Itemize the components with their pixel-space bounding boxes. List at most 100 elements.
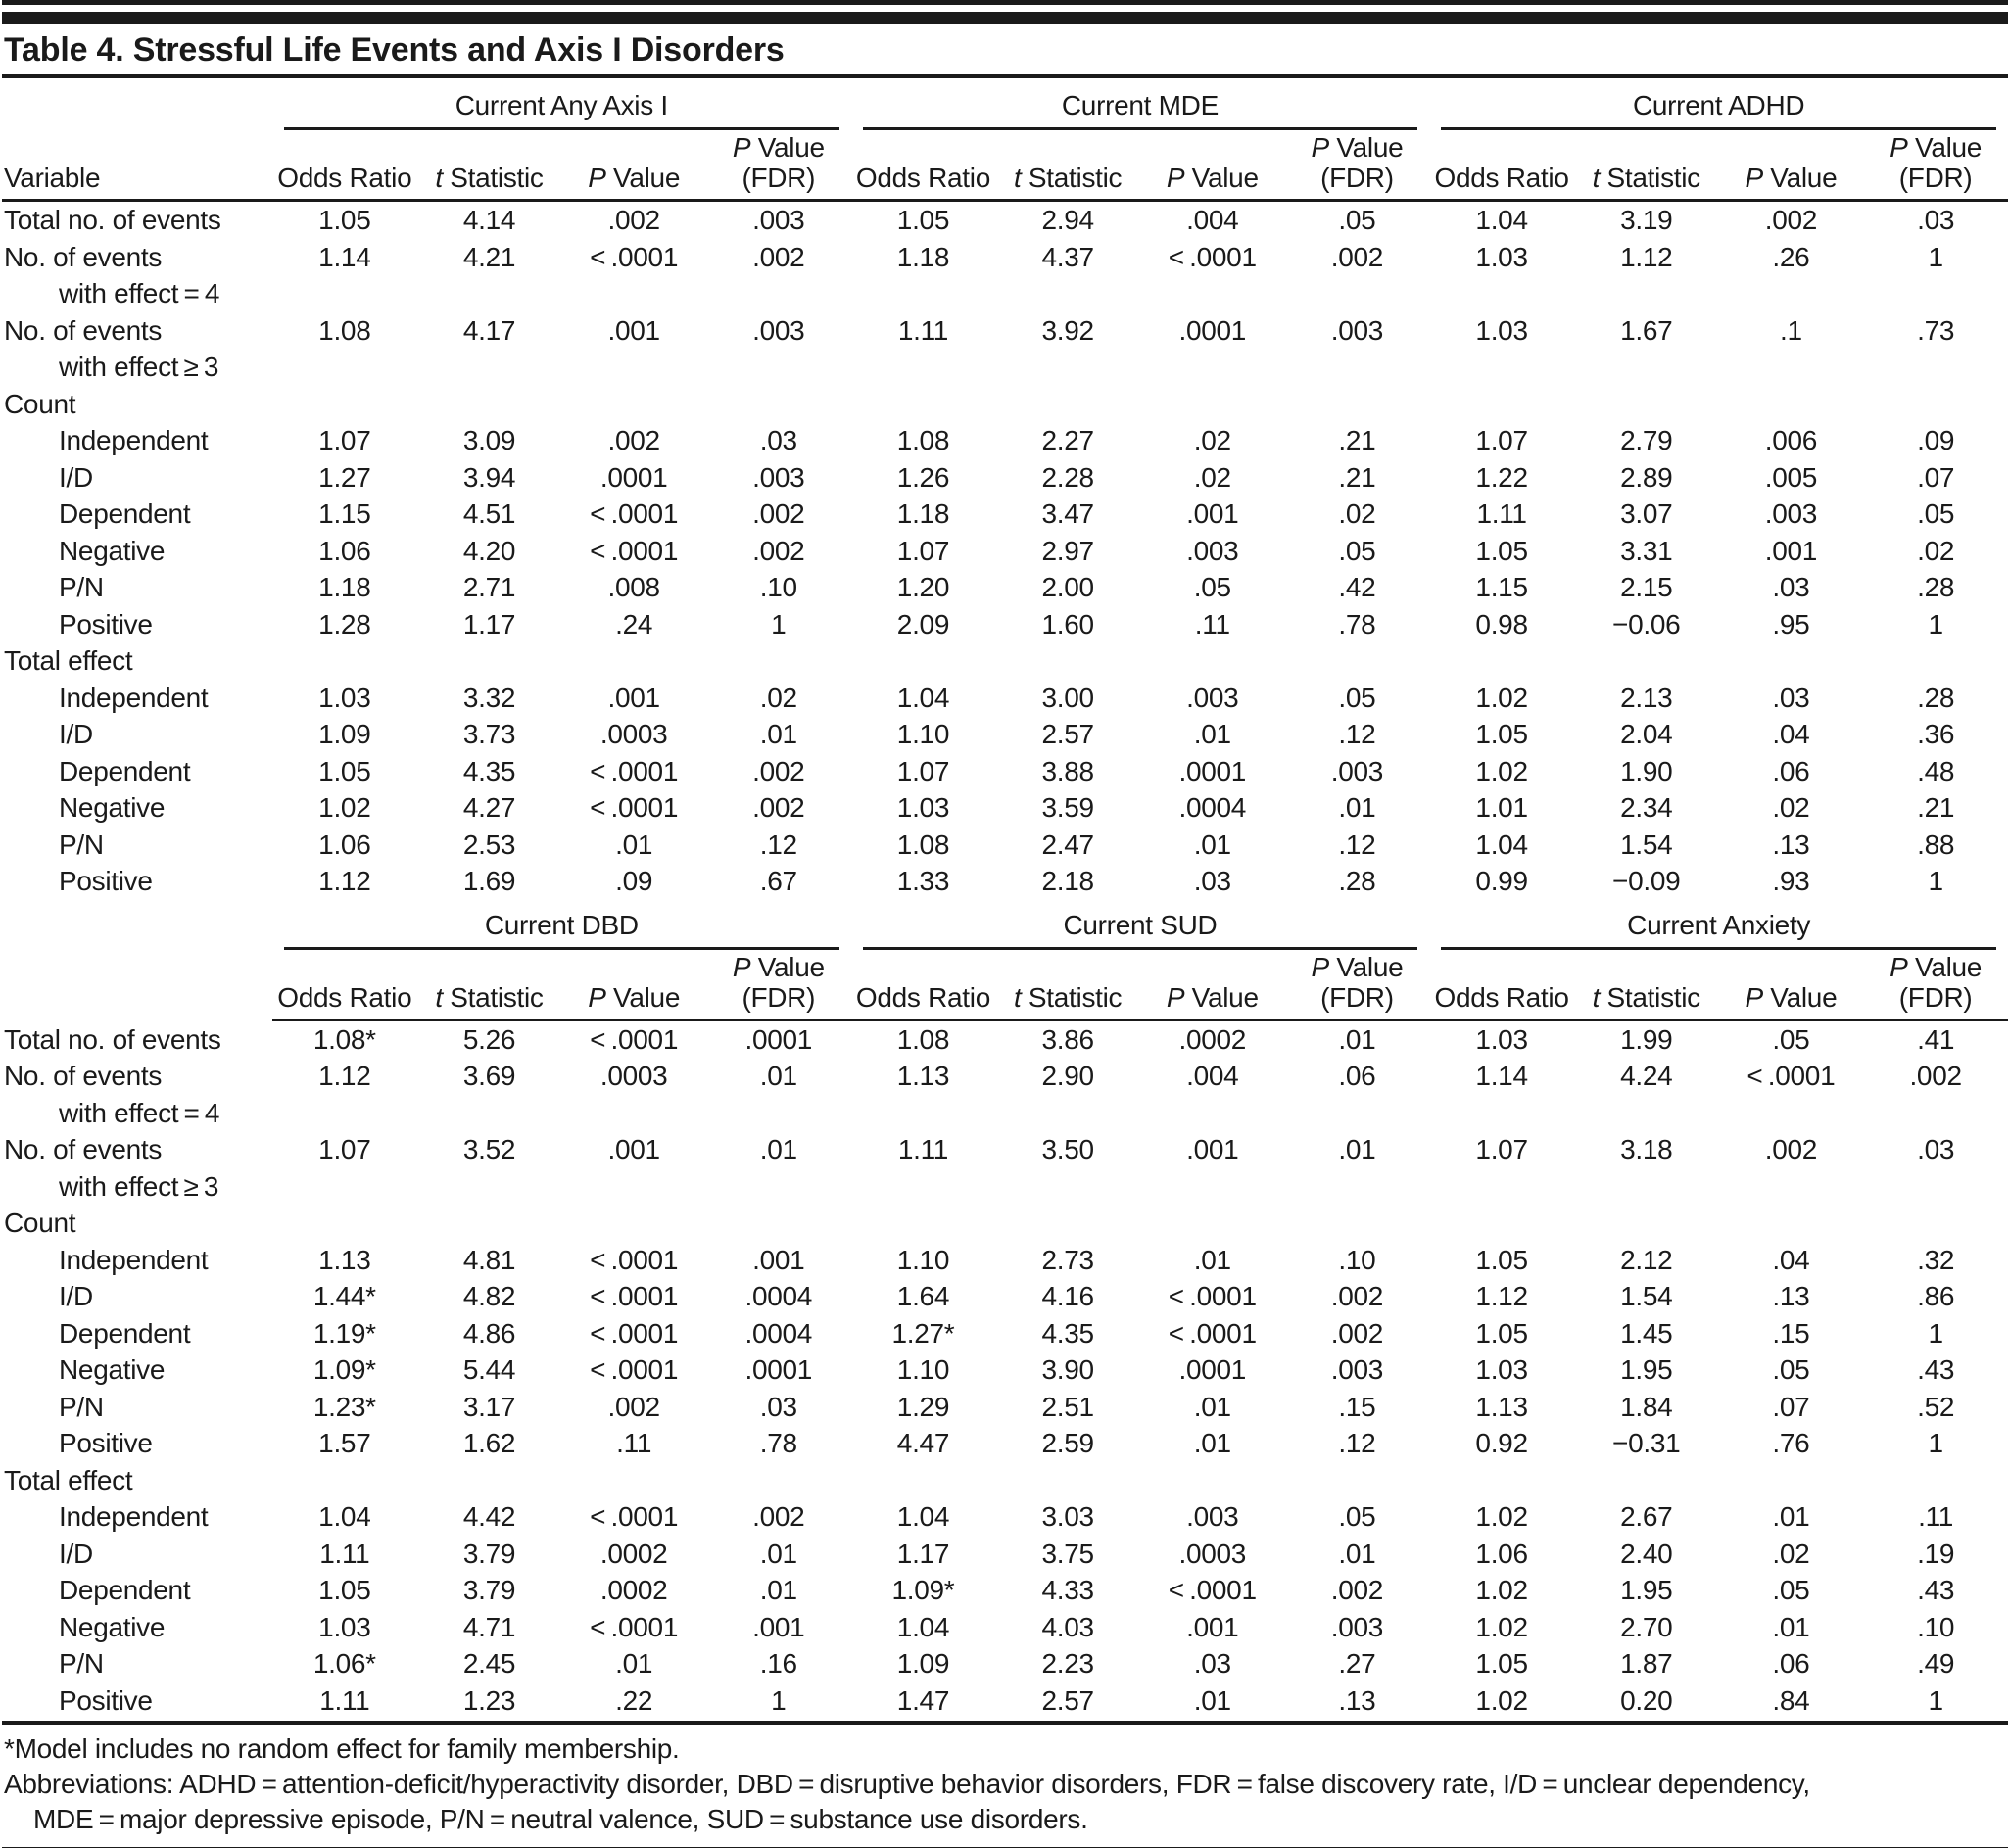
- data-cell: 3.00: [1041, 682, 1094, 713]
- data-cell: 2.57: [1041, 1684, 1094, 1716]
- data-cell: .09: [1917, 425, 1955, 455]
- data-cell: .0002: [599, 1575, 668, 1605]
- data-cell: .008: [607, 572, 660, 602]
- data-cell: < .0001: [590, 792, 679, 823]
- fdr-header-line2: (FDR): [742, 163, 816, 193]
- row-label-cell: Dependent: [2, 753, 272, 790]
- group-header-label: Current ADHD: [1441, 80, 1996, 130]
- table-row: I/D 1.11 3.79 .0002 .01 1.17 3.75 .0003 .01 1.06 2…: [2, 1536, 2008, 1573]
- italic-letter: t: [1013, 981, 1022, 1013]
- data-cell: 2.04: [1620, 719, 1673, 749]
- data-cell: .001: [1186, 1611, 1239, 1642]
- data-cell: .01: [1338, 1023, 1376, 1055]
- data-cell: .002: [607, 1391, 660, 1422]
- row-label: I/D: [59, 461, 93, 493]
- data-cell: .006: [1764, 425, 1818, 455]
- data-cell: 1.04: [896, 1611, 950, 1642]
- data-cell: < .0001: [1168, 1317, 1257, 1349]
- data-cell: 3.03: [1041, 1501, 1094, 1532]
- table-bottom-rule: [2, 1721, 2008, 1725]
- data-cell: .10: [1917, 1611, 1955, 1642]
- data-cell: 4.35: [462, 755, 516, 786]
- data-cell: .0004: [744, 1281, 813, 1311]
- data-cell: 1.02: [318, 792, 371, 823]
- column-header-odds-ratio: Odds Ratio: [1429, 950, 1574, 1021]
- data-cell: 1.69: [462, 866, 516, 896]
- data-cell: .0003: [599, 719, 668, 749]
- group-header: Current SUD: [851, 900, 1430, 950]
- data-cell: 1.84: [1620, 1391, 1673, 1422]
- data-cell: .02: [759, 682, 797, 713]
- data-cell: 3.75: [1041, 1538, 1094, 1569]
- row-label-cell: I/D: [2, 716, 272, 753]
- data-cell: 1.04: [896, 682, 950, 713]
- data-cell: .05: [1193, 572, 1231, 602]
- data-cell: 1.95: [1620, 1354, 1673, 1385]
- footnotes: *Model includes no random effect for fam…: [2, 1725, 2008, 1841]
- data-cell: 1.15: [318, 498, 371, 529]
- data-cell: .003: [1330, 314, 1384, 346]
- data-cell: 2.27: [1041, 425, 1094, 455]
- row-label: Count: [4, 388, 76, 419]
- data-cell: .93: [1772, 866, 1810, 896]
- data-cell: .88: [1917, 829, 1955, 860]
- title-bar-rule: [2, 12, 2008, 24]
- fdr-header-line2: (FDR): [1320, 981, 1394, 1013]
- column-header-odds-ratio: Odds Ratio: [272, 950, 417, 1021]
- table-row: Total no. of events 1.05 4.14 .002 .003 1.05 2…: [2, 202, 2008, 239]
- data-cell: 2.59: [1041, 1428, 1094, 1458]
- data-cell: .002: [752, 1501, 805, 1532]
- data-cell: 1.04: [318, 1501, 371, 1532]
- data-cell: 4.14: [462, 205, 516, 235]
- row-label: No. of events: [4, 241, 163, 272]
- data-cell: .28: [1917, 572, 1955, 602]
- data-cell: .05: [1772, 1023, 1810, 1055]
- data-cell: .05: [1338, 205, 1376, 235]
- data-cell: 1.08*: [312, 1023, 376, 1055]
- table-row: P/N 1.06 2.53 .01 .12 1.08 2.47 .01 .12 1.04 1.54.…: [2, 827, 2008, 864]
- row-label: P/N: [59, 1391, 104, 1422]
- data-cell: 2.23: [1041, 1648, 1094, 1679]
- data-cell: .05: [1338, 1501, 1376, 1532]
- column-header-row: Odds Ratio t Statistic P Value P Value (FDR)…: [2, 950, 2008, 1021]
- data-cell: .0001: [1178, 1354, 1247, 1385]
- data-cell: 3.92: [1041, 314, 1094, 346]
- data-cell: .78: [759, 1428, 797, 1458]
- data-cell: 1.57: [318, 1428, 371, 1458]
- data-cell: 1.10: [896, 1244, 950, 1275]
- column-header-p-value: P Value: [1718, 130, 1864, 202]
- row-label: I/D: [59, 1538, 93, 1569]
- data-cell: 1.08: [896, 829, 950, 860]
- data-cell: .1: [1780, 314, 1802, 346]
- data-cell: 1.14: [318, 241, 371, 272]
- data-cell: 4.51: [462, 498, 516, 529]
- stats-table: Current Any Axis I Current MDE Current ADH…: [2, 80, 2008, 1719]
- data-cell: 4.81: [462, 1244, 516, 1275]
- row-label-cell: No. of events with effect = 4: [2, 239, 272, 312]
- data-cell: 5.26: [462, 1023, 516, 1055]
- row-label-cell: Count: [2, 1205, 2008, 1242]
- data-cell: .06: [1772, 1648, 1810, 1679]
- italic-letter: P: [1166, 163, 1185, 193]
- data-cell: .28: [1917, 682, 1955, 713]
- data-cell: .67: [759, 866, 797, 896]
- column-header-p-value-fdr: P Value (FDR): [1284, 130, 1430, 202]
- data-cell: 4.20: [462, 535, 516, 566]
- data-cell: 1.05: [1475, 719, 1528, 749]
- italic-letter: P: [1890, 132, 1908, 163]
- data-cell: 3.09: [462, 425, 516, 455]
- data-cell: 2.57: [1041, 719, 1094, 749]
- data-cell: < .0001: [590, 1023, 679, 1055]
- row-label: I/D: [59, 1281, 93, 1311]
- data-cell: 3.79: [462, 1575, 516, 1605]
- data-cell: −0.09: [1612, 866, 1681, 896]
- italic-letter: P: [588, 981, 606, 1013]
- table-body: Current Any Axis I Current MDE Current ADH…: [2, 80, 2008, 1719]
- data-cell: 1.05: [1475, 1244, 1528, 1275]
- data-cell: 1.07: [318, 1134, 371, 1164]
- data-cell: .002: [607, 425, 660, 455]
- data-cell: 1: [1928, 1317, 1943, 1349]
- table-row: Dependent 1.19* 4.86 < .0001 .0004 1.27* 4.35 <…: [2, 1315, 2008, 1352]
- data-cell: .86: [1917, 1281, 1955, 1311]
